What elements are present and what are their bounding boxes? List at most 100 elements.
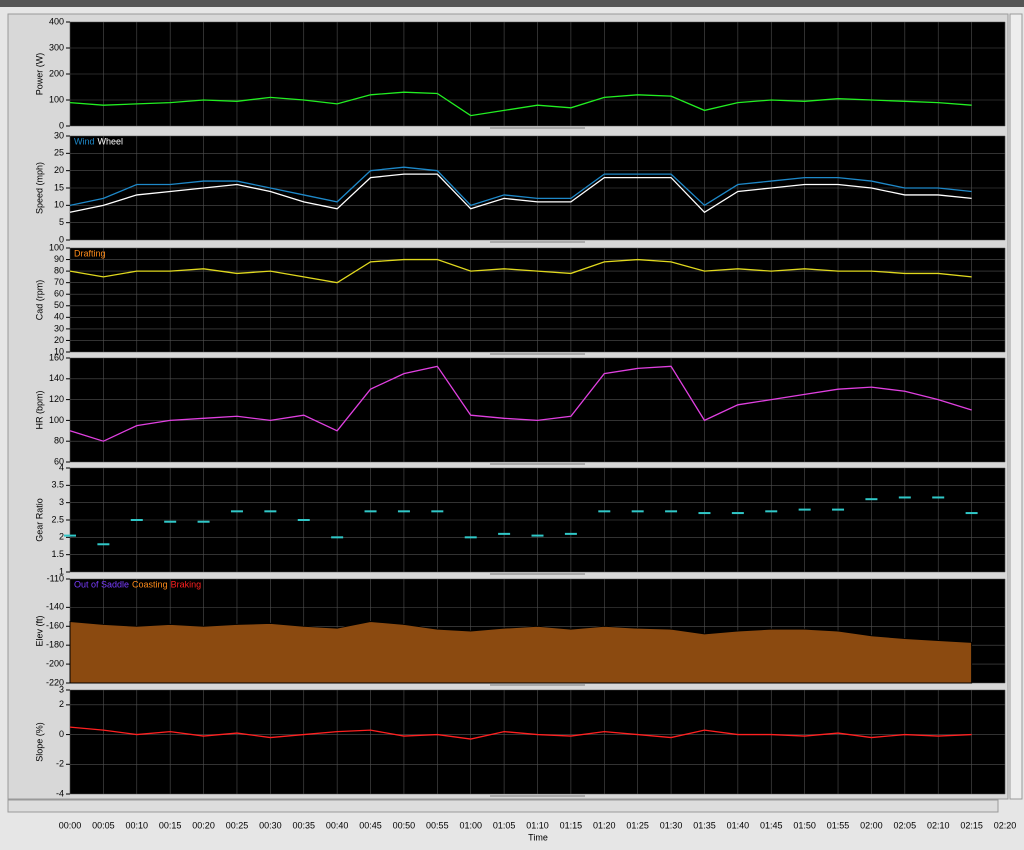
data-area bbox=[69, 621, 973, 684]
y-tick-label: 0 bbox=[59, 729, 64, 739]
y-tick-label: -4 bbox=[56, 788, 64, 798]
x-tick-label: 01:50 bbox=[793, 820, 816, 830]
x-tick-label: 01:05 bbox=[493, 820, 516, 830]
x-tick-label: 01:15 bbox=[560, 820, 583, 830]
y-tick-label: 80 bbox=[54, 436, 64, 446]
y-axis-label: Elev (ft) bbox=[34, 615, 44, 646]
top-bar bbox=[0, 0, 1024, 7]
data-dot bbox=[464, 536, 477, 539]
data-line bbox=[69, 91, 972, 117]
y-tick-label: 10 bbox=[54, 200, 64, 210]
y-tick-label: 50 bbox=[54, 300, 64, 310]
data-line bbox=[69, 726, 972, 740]
data-dot bbox=[564, 532, 577, 535]
y-axis-label: Slope (%) bbox=[34, 722, 44, 762]
x-tick-label: 00:25 bbox=[226, 820, 249, 830]
data-line bbox=[69, 173, 972, 214]
x-axis-label: Time bbox=[528, 832, 548, 842]
y-tick-label: 2 bbox=[59, 532, 64, 542]
y-tick-label: -110 bbox=[47, 573, 64, 583]
splitter bbox=[490, 684, 585, 686]
data-dot bbox=[731, 512, 744, 515]
x-tick-label: 00:15 bbox=[159, 820, 182, 830]
data-dot bbox=[230, 510, 243, 513]
x-tick-label: 00:40 bbox=[326, 820, 349, 830]
splitter bbox=[490, 127, 585, 129]
y-tick-label: 2 bbox=[59, 699, 64, 709]
data-dot bbox=[164, 520, 177, 523]
y-tick-label: -140 bbox=[46, 602, 64, 612]
h-scrollbar[interactable] bbox=[7, 799, 999, 813]
legend-entry: Out of Saddle bbox=[74, 579, 129, 589]
x-tick-label: 01:30 bbox=[660, 820, 683, 830]
y-tick-label: 100 bbox=[49, 415, 64, 425]
data-dot bbox=[598, 510, 611, 513]
x-tick-label: 02:15 bbox=[960, 820, 983, 830]
y-tick-label: 60 bbox=[54, 456, 64, 466]
data-dot bbox=[297, 519, 310, 521]
y-tick-label: 30 bbox=[54, 323, 64, 333]
data-dot bbox=[832, 508, 845, 511]
y-tick-label: 15 bbox=[54, 182, 64, 192]
y-tick-label: 5 bbox=[59, 217, 64, 227]
x-tick-label: 02:00 bbox=[860, 820, 883, 830]
y-tick-label: 3.5 bbox=[51, 480, 64, 490]
data-line bbox=[69, 166, 972, 207]
y-tick-label: 4 bbox=[59, 462, 64, 472]
y-tick-label: -180 bbox=[46, 640, 64, 650]
data-dot bbox=[431, 510, 444, 513]
y-tick-label: 30 bbox=[54, 130, 64, 140]
data-dot bbox=[765, 510, 778, 513]
x-tick-label: 01:55 bbox=[827, 820, 850, 830]
y-tick-label: 140 bbox=[49, 373, 64, 383]
x-tick-label: 02:05 bbox=[894, 820, 917, 830]
y-tick-label: 3 bbox=[59, 497, 64, 507]
x-tick-label: 00:30 bbox=[259, 820, 282, 830]
splitter bbox=[490, 795, 585, 797]
y-tick-label: 10 bbox=[54, 346, 64, 356]
y-tick-label: -200 bbox=[46, 658, 64, 668]
x-tick-label: 00:35 bbox=[292, 820, 315, 830]
x-tick-label: 01:10 bbox=[526, 820, 549, 830]
splitter bbox=[490, 241, 585, 243]
y-tick-label: 100 bbox=[49, 94, 64, 104]
y-tick-label: 40 bbox=[54, 312, 64, 322]
splitter bbox=[490, 463, 585, 465]
y-tick-label: 120 bbox=[49, 394, 64, 404]
x-tick-label: 00:45 bbox=[359, 820, 382, 830]
x-tick-label: 00:05 bbox=[92, 820, 115, 830]
x-tick-label: 00:10 bbox=[126, 820, 149, 830]
x-tick-label: 01:35 bbox=[693, 820, 716, 830]
v-scrollbar[interactable] bbox=[1009, 13, 1023, 800]
data-line bbox=[69, 365, 972, 442]
y-tick-label: -2 bbox=[56, 759, 64, 769]
y-tick-label: 2.5 bbox=[51, 514, 64, 524]
x-tick-label: 01:25 bbox=[626, 820, 649, 830]
y-axis-label: HR (bpm) bbox=[34, 390, 44, 429]
legend-entry: Wind bbox=[74, 136, 95, 146]
data-dot bbox=[898, 496, 911, 499]
data-dot bbox=[197, 520, 210, 523]
data-dot bbox=[498, 532, 511, 535]
data-dot bbox=[665, 510, 678, 513]
y-tick-label: 80 bbox=[54, 265, 64, 275]
data-dot bbox=[865, 498, 878, 501]
y-tick-label: 0 bbox=[59, 120, 64, 130]
y-tick-label: 200 bbox=[49, 68, 64, 78]
x-tick-label: 00:55 bbox=[426, 820, 449, 830]
y-tick-label: 1.5 bbox=[51, 549, 64, 559]
data-dot bbox=[965, 512, 978, 515]
y-tick-label: 60 bbox=[54, 289, 64, 299]
data-dot bbox=[932, 496, 945, 499]
y-tick-label: 1 bbox=[59, 566, 64, 576]
data-dot bbox=[798, 508, 811, 511]
data-dot bbox=[698, 512, 711, 515]
x-tick-label: 02:10 bbox=[927, 820, 950, 830]
y-tick-label: 90 bbox=[54, 254, 64, 264]
y-tick-label: -160 bbox=[46, 621, 64, 631]
legend-entry: Drafting bbox=[74, 248, 106, 258]
x-tick-label: 01:20 bbox=[593, 820, 616, 830]
y-axis-label: Cad (rpm) bbox=[34, 280, 44, 321]
data-dot bbox=[531, 534, 544, 537]
